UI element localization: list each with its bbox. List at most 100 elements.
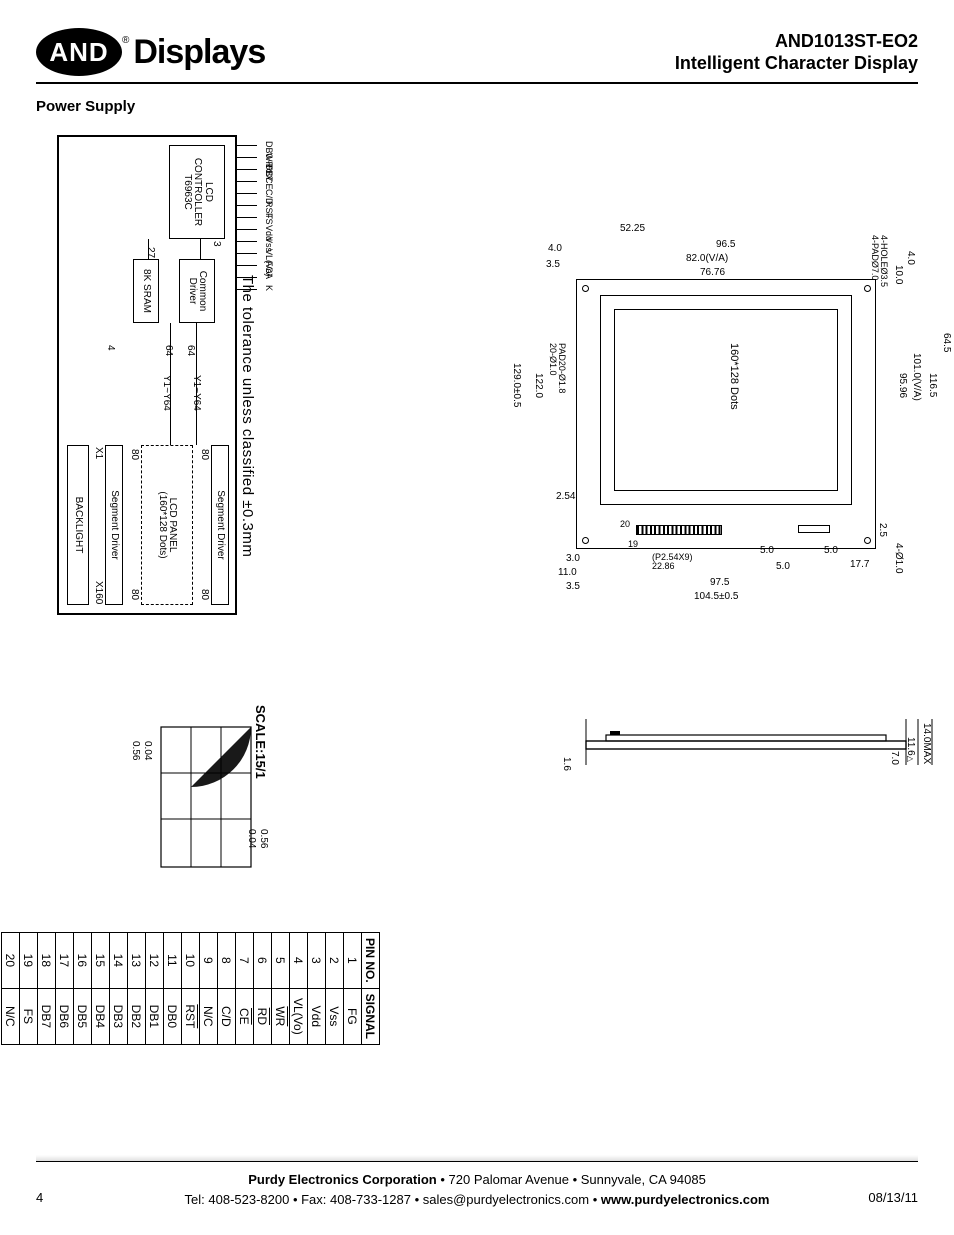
table-row: 16DB5: [74, 933, 92, 1045]
block-pin-label: FS: [264, 213, 273, 225]
bus-27: 27: [145, 247, 156, 258]
table-row: 19FS: [20, 933, 38, 1045]
pin-header-sig: SIGNAL: [362, 988, 380, 1044]
side-view: 1.6 7.0 11.6△ 14.0MAX: [556, 705, 946, 805]
pin-no: 20: [2, 933, 20, 989]
footer-website: www.purdyelectronics.com: [601, 1192, 770, 1207]
common-driver-box: Common Driver: [179, 259, 215, 323]
pin-signal: Vss: [326, 988, 344, 1044]
dim-82-0: 82.0(V/A): [686, 253, 728, 264]
pin-signal: DB3: [110, 988, 128, 1044]
page-date: 08/13/11: [868, 1190, 918, 1205]
footer-line-1: Purdy Electronics Corporation • 720 Palo…: [36, 1170, 918, 1190]
page-number: 4: [36, 1190, 43, 1205]
pin-table: PIN NO. SIGNAL 1FG2Vss3Vdd4VL(Vo)5WR6RD7…: [1, 932, 380, 1045]
dim-104-5: 104.5±0.5: [694, 591, 738, 602]
dim-64-5: 64.5: [941, 333, 952, 352]
table-row: 1FG: [344, 933, 362, 1045]
table-row: 20N/C: [2, 933, 20, 1045]
pin-no: 8: [218, 933, 236, 989]
dim-11-0: 11.0: [558, 567, 577, 578]
pin-table-wrap: PIN NO. SIGNAL 1FG2Vss3Vdd4VL(Vo)5WR6RD7…: [1, 932, 380, 1045]
pin-no: 2: [326, 933, 344, 989]
active-area-label: 160*128 Dots: [728, 343, 740, 410]
pin-signal: DB6: [56, 988, 74, 1044]
block-pin-label: CE: [264, 177, 273, 190]
pin-no: 9: [200, 933, 218, 989]
block-pin-label: A: [264, 273, 273, 279]
table-row: 14DB3: [110, 933, 128, 1045]
dim-52-25: 52.25: [620, 223, 645, 234]
dim-19: 19: [628, 539, 638, 549]
dot-w1: 0.56: [258, 829, 269, 848]
section-title: Power Supply: [36, 98, 918, 115]
table-row: 18DB7: [38, 933, 56, 1045]
block-pin-label: K: [264, 285, 273, 291]
pin-signal: CE: [236, 988, 254, 1044]
pin-no: 18: [38, 933, 56, 989]
pin-no: 14: [110, 933, 128, 989]
table-row: 12DB1: [146, 933, 164, 1045]
pin-no: 6: [254, 933, 272, 989]
pin-no: 17: [56, 933, 74, 989]
pin-no: 1: [344, 933, 362, 989]
bus-64-b: 64: [163, 345, 174, 356]
bus-64-a: 64: [185, 345, 196, 356]
table-row: 8C/D: [218, 933, 236, 1045]
pin-no: 3: [308, 933, 326, 989]
table-row: 6RD: [254, 933, 272, 1045]
dim-95-96: 95.96: [897, 373, 908, 398]
x1-a: X1: [93, 447, 104, 459]
dim-2-5: 2.5: [877, 523, 888, 537]
pad-note: PAD20-Ø1.8 20-Ø1.0: [548, 343, 566, 393]
pin-signal: DB7: [38, 988, 56, 1044]
segment-driver-box-2: Segment Driver: [105, 445, 123, 605]
dim-4-0-r: 4.0: [905, 251, 916, 265]
footer-addr: • 720 Palomar Avenue • Sunnyvale, CA 940…: [437, 1172, 706, 1187]
page-header: AND ® Displays AND1013ST-EO2 Intelligent…: [36, 28, 918, 84]
pin-no: 4: [290, 933, 308, 989]
pin-no: 15: [92, 933, 110, 989]
pin-no: 10: [182, 933, 200, 989]
dim-96-5: 96.5: [716, 239, 735, 250]
dot-detail-svg: [121, 687, 271, 907]
sram-box: 8K SRAM: [133, 259, 159, 323]
corner-hole: 4-Ø1.0: [893, 543, 904, 574]
footer-line-2: Tel: 408-523-8200 • Fax: 408-733-1287 • …: [36, 1190, 918, 1210]
lcd-panel-box: LCD PANEL (160*128 Dots): [141, 445, 193, 605]
segment-driver-box-1: Segment Driver: [211, 445, 229, 605]
side-view-svg: [556, 705, 946, 785]
logo-word: Displays: [133, 33, 265, 72]
mechanical-drawing: 160*128 Dots 52.25 96.5 82.0(V/A) 76.76 …: [536, 223, 954, 603]
registered-mark: ®: [122, 35, 129, 46]
sv-14: 14.0MAX: [921, 723, 932, 764]
pin-no: 16: [74, 933, 92, 989]
backlight-box: BACKLIGHT: [67, 445, 89, 605]
block-pin-label: FG: [264, 261, 273, 274]
pin-signal: RD: [254, 988, 272, 1044]
product-title-block: AND1013ST-EO2 Intelligent Character Disp…: [675, 30, 918, 75]
table-row: 5WR: [272, 933, 290, 1045]
sv-1-6: 1.6: [561, 757, 572, 771]
pin-no: 12: [146, 933, 164, 989]
dim-76-76: 76.76: [700, 267, 725, 278]
dim-2-54: 2.54: [556, 491, 575, 502]
pin-no: 5: [272, 933, 290, 989]
table-row: 7CE: [236, 933, 254, 1045]
pin-signal: C/D: [218, 988, 236, 1044]
dim-116-5: 116.5: [927, 373, 938, 397]
dim-10-0: 10.0: [893, 265, 904, 284]
table-row: 3Vdd: [308, 933, 326, 1045]
table-row: 10RST: [182, 933, 200, 1045]
dot-h2: 0.56: [130, 741, 141, 760]
pin-signal: N/C: [200, 988, 218, 1044]
dim-5-0-a: 5.0: [760, 545, 774, 556]
logo-oval: AND: [36, 28, 122, 76]
pin-signal: FG: [344, 988, 362, 1044]
footer-company: Purdy Electronics Corporation: [248, 1172, 437, 1187]
pin-signal: RST: [182, 988, 200, 1044]
dim-3-5-l: 3.5: [546, 259, 560, 270]
diagram-stage: The tolerance unless classified ±0.3mm S…: [36, 135, 918, 855]
hole-note: 4-HOLEØ3.5 4-PADØ7.0: [869, 235, 888, 287]
x160-a: X160: [93, 581, 104, 604]
